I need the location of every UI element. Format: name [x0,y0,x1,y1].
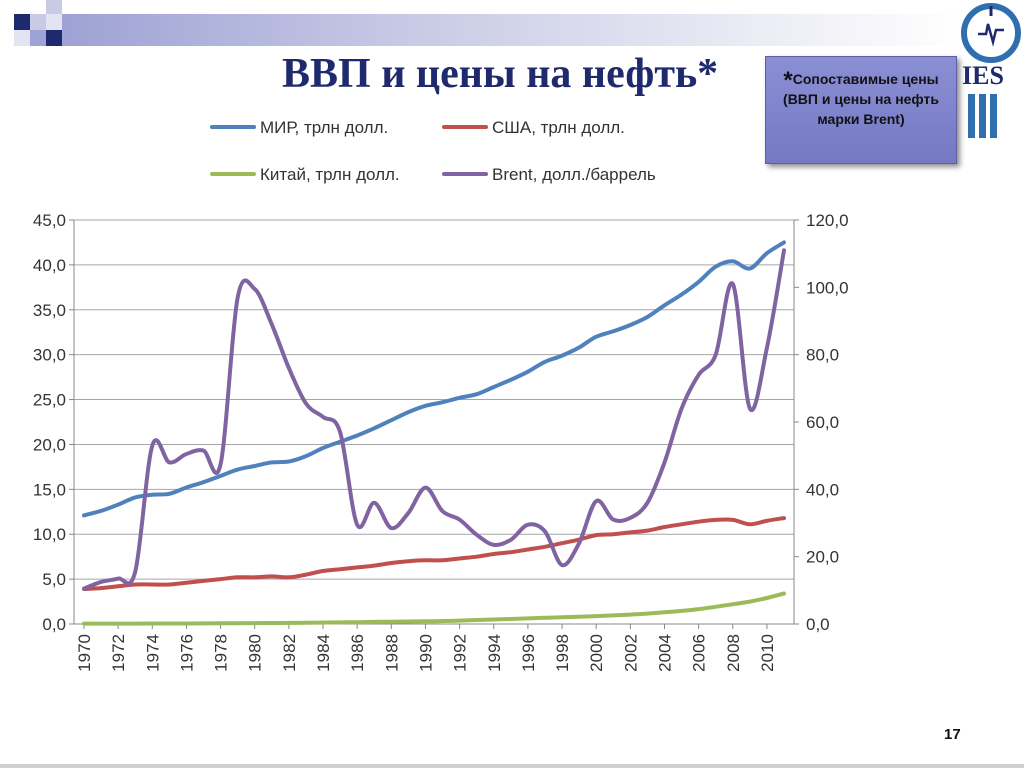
x-tick-label: 2010 [758,634,777,672]
series-line-0 [82,240,786,518]
y-right-tick-label: 0,0 [806,615,830,634]
ies-logo: IES [961,3,1021,138]
x-tick-label: 1978 [212,634,231,672]
chart-legend: МИР, трлн долл. США, трлн долл. Китай, трл… [210,118,656,184]
decor-square [30,14,46,30]
x-tick-label: 1980 [246,634,265,672]
logo-text: IES [962,61,1004,90]
legend-label: МИР, трлн долл. [260,118,388,137]
decor-square [30,30,46,46]
decor-square [46,30,62,46]
x-tick-label: 1982 [280,634,299,672]
x-tick-label: 1994 [485,634,504,672]
x-tick-label: 2008 [724,634,743,672]
x-tick-label: 1986 [348,634,367,672]
y-left-tick-label: 15,0 [33,480,66,499]
x-tick-label: 1974 [143,634,162,672]
chart-axes: 0,0 5,0 10,0 15,0 20,0 25,0 30,0 35,0 40,0 45,0 0,… [33,211,849,672]
decor-square [46,14,62,30]
page-number: 17 [944,726,961,743]
footnote-star: * [783,67,793,94]
x-tick-label: 1970 [75,634,94,672]
footnote-box: *Сопоставимые цены (ВВП и цены на нефть … [765,56,957,164]
legend-label: Китай, трлн долл. [260,165,400,184]
chart-grid [74,219,794,625]
bottom-frame [0,764,1024,768]
y-left-tick-label: 40,0 [33,256,66,275]
x-tick-label: 1998 [553,634,572,672]
x-tick-label: 1992 [451,634,470,672]
decor-square [14,30,30,46]
chart-series [82,240,786,626]
decor-square [46,0,62,14]
y-right-tick-label: 80,0 [806,346,839,365]
series-line-2 [82,591,786,626]
x-tick-label: 2004 [655,634,674,672]
legend-label: Brent, долл./баррель [492,165,656,184]
x-tick-label: 1972 [109,634,128,672]
y-right-tick-label: 20,0 [806,548,839,567]
page-title: ВВП и цены на нефть* [282,51,719,97]
x-tick-label: 1976 [177,634,196,672]
y-right-tick-label: 120,0 [806,211,849,230]
x-tick-label: 1996 [519,634,538,672]
y-left-tick-label: 30,0 [33,346,66,365]
y-right-tick-label: 60,0 [806,413,839,432]
series-line-1 [82,516,786,591]
y-left-tick-label: 45,0 [33,211,66,230]
y-left-tick-label: 25,0 [33,391,66,410]
y-left-tick-label: 20,0 [33,435,66,454]
y-left-tick-label: 0,0 [42,615,66,634]
x-tick-label: 2002 [621,634,640,672]
x-tick-label: 1988 [382,634,401,672]
y-left-tick-label: 35,0 [33,301,66,320]
x-tick-label: 2000 [587,634,606,672]
legend-label: США, трлн долл. [492,118,625,137]
y-left-tick-label: 10,0 [33,525,66,544]
y-left-tick-label: 5,0 [42,570,66,589]
x-tick-label: 1990 [416,634,435,672]
decor-square [14,14,30,30]
decor-gradient-bar [62,14,962,46]
x-tick-label: 2006 [690,634,709,672]
series-line-3 [82,248,786,591]
y-right-tick-label: 40,0 [806,480,839,499]
gdp-oil-chart: МИР, трлн долл. США, трлн долл. Китай, трл… [33,118,849,672]
y-right-tick-label: 100,0 [806,278,849,297]
footnote-text: Сопоставимые цены (ВВП и цены на нефть м… [783,71,939,127]
header-decoration [0,0,1024,52]
x-tick-label: 1984 [314,634,333,672]
